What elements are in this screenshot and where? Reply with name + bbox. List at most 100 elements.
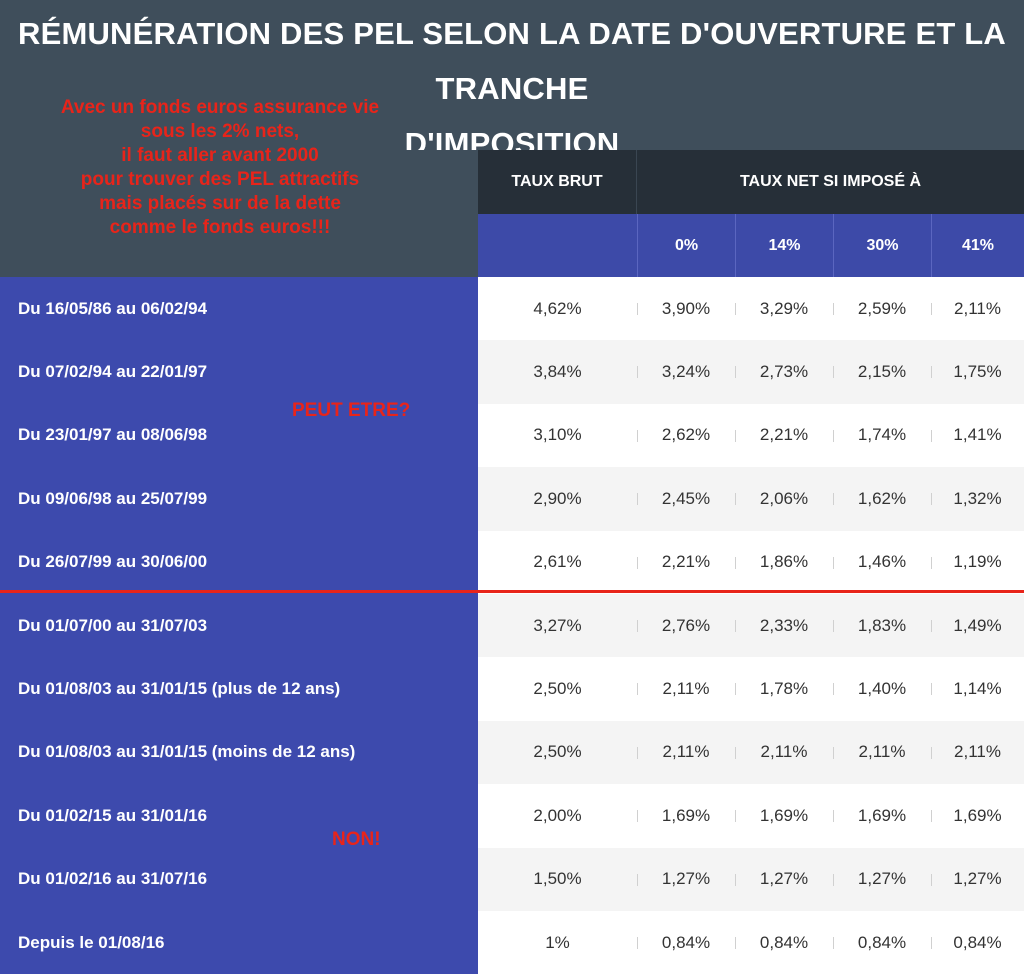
annotation-line: mais placés sur de la dette [99,193,341,214]
cell-taux-net: 1,75% [953,361,1002,381]
row-label: Du 07/02/94 au 22/01/97 [18,361,208,381]
cell-taux-brut: 1,50% [533,869,582,889]
cell-taux-net: 2,11% [858,742,906,762]
cell-taux-net: 0,84% [857,932,907,952]
cell-taux-net: 3,90% [661,298,711,318]
cell-taux-brut: 3,27% [533,615,582,635]
cell-divider [833,620,834,632]
header-left-area [0,150,478,277]
cell-taux-net: 2,33% [759,615,809,635]
cell-taux-net: 0,84% [759,932,809,952]
table-row [478,720,1024,785]
cell-divider [833,556,834,569]
table-row [478,467,1024,531]
cell-taux-brut: 3,84% [533,361,582,381]
annotation-line: Avec un fonds euros assurance vie [60,97,380,118]
cell-taux-net: 2,73% [759,361,809,381]
chart-title: RÉMUNÉRATION DES PEL SELON LA DATE D'OUV… [0,6,1024,171]
table-row [478,594,1024,658]
cell-taux-net: 0,84% [953,932,1002,952]
annotation-top-note: Avec un fonds euros assurance vie sous l… [20,96,420,240]
cell-divider [735,873,736,886]
annotation-peut-etre: PEUT ETRE? [292,400,411,421]
cell-divider [931,366,932,379]
cell-divider [833,493,834,506]
cell-taux-brut: 3,10% [533,425,582,445]
cell-taux-net: 0,84% [661,932,711,952]
table-row [478,277,1024,341]
annotation-line: pour trouver des PEL attractifs [80,169,360,190]
row-label: Du 01/08/03 au 31/01/15 (plus de 12 ans) [18,678,341,698]
annotation-non: NON! [332,829,381,850]
row-label: Du 09/06/98 au 25/07/99 [18,488,208,508]
cell-divider [637,556,638,569]
cell-taux-net: 1,49% [953,615,1002,635]
cell-divider [833,683,834,696]
cell-divider [637,683,638,696]
cell-divider [931,937,932,949]
cell-taux-net: 3,29% [759,298,809,318]
column-header-taux-brut: TAUX BRUT [478,150,637,214]
cell-taux-net: 2,15% [857,361,907,381]
cell-divider [735,303,736,315]
table-row [478,340,1024,404]
cell-taux-net: 2,21% [661,552,711,572]
cell-divider [833,303,834,315]
cell-taux-net: 1,69% [857,805,907,825]
annotation-line: sous les 2% nets, [140,121,300,142]
cell-taux-net: 2,11% [954,742,1001,762]
cell-taux-net: 2,76% [661,615,711,635]
cell-taux-net: 2,11% [954,298,1001,318]
annotation-line: comme le fonds euros!!! [109,217,331,238]
cell-divider [735,746,736,759]
cell-taux-net: 1,32% [953,488,1002,508]
cell-taux-net: 3,24% [661,361,711,381]
cell-divider [637,366,638,379]
row-label: Du 01/02/15 au 31/01/16 [18,805,208,825]
table-row [478,847,1024,911]
cell-divider [931,683,932,696]
cell-divider [735,937,736,949]
cell-divider [833,366,834,379]
cell-divider [735,620,736,632]
cell-taux-net: 1,46% [857,552,907,572]
tax-bracket-subheader: 0% 14% 30% 41% [478,214,1024,277]
cell-taux-net: 2,06% [759,488,809,508]
title-line-1: RÉMUNÉRATION DES PEL SELON LA DATE D'OUV… [17,16,1006,106]
cell-divider [931,556,932,569]
cell-taux-net: 1,69% [759,805,809,825]
cell-taux-net: 1,40% [857,678,907,698]
cell-divider [931,303,932,315]
tax-bracket-header: 30% [833,214,931,277]
cell-taux-brut: 4,62% [533,298,582,318]
table-row [478,784,1024,848]
column-header-taux-net: TAUX NET SI IMPOSÉ À [637,150,1024,214]
cell-taux-net: 2,11% [662,678,710,698]
cell-divider [637,303,638,315]
cell-divider [833,873,834,886]
cell-divider [637,429,638,442]
row-label: Du 23/01/97 au 08/06/98 [18,425,208,445]
annotation-line: il faut aller avant 2000 [121,145,319,166]
cell-divider [637,620,638,632]
cell-taux-net: 2,59% [857,298,907,318]
separator-red-line [0,590,1024,593]
cell-taux-net: 1,27% [759,869,809,889]
row-label: Du 16/05/86 au 06/02/94 [18,298,208,318]
row-label: Du 26/07/99 au 30/06/00 [18,552,208,572]
cell-divider [637,493,638,506]
cell-taux-net: 2,21% [759,425,809,445]
cell-divider [735,366,736,379]
cell-taux-net: 1,78% [759,678,809,698]
cell-divider [637,937,638,949]
cell-taux-net: 2,11% [760,742,808,762]
cell-taux-net: 1,69% [661,805,711,825]
cell-taux-net: 1,14% [953,678,1002,698]
cell-taux-brut: 2,61% [533,552,582,572]
cell-divider [637,746,638,759]
cell-taux-net: 1,27% [661,869,711,889]
cell-taux-brut: 2,90% [533,488,582,508]
row-label: Depuis le 01/08/16 [18,932,165,952]
cell-divider [833,810,834,823]
cell-divider [931,873,932,886]
